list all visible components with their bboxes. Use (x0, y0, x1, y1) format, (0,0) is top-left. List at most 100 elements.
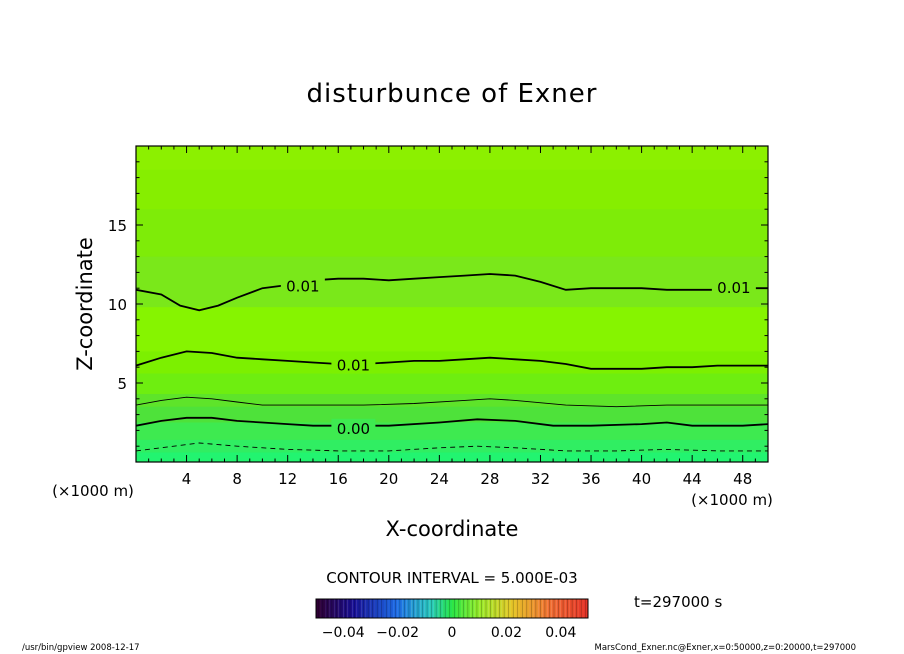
fill-band-11 (136, 452, 768, 462)
contour-line-2 (136, 396, 768, 408)
colorbar-swatch-49 (538, 599, 543, 618)
colorbar-swatch-38 (488, 599, 493, 618)
colorbar-swatch-3 (329, 599, 335, 618)
colorbar-swatch-52 (551, 599, 557, 618)
contour-label-0-0: 0.01 (286, 278, 319, 296)
y-axis-ticks: 5 10 15 (108, 161, 768, 447)
contour-label-1-0: 0.01 (337, 357, 370, 375)
colorbar-swatch-18 (397, 599, 403, 618)
contour-line-3 (136, 416, 768, 427)
colorbar-swatch-37 (483, 599, 489, 618)
colorbar-swatch-39 (492, 599, 498, 618)
colorbar-swatch-15 (384, 599, 389, 618)
colorbar-swatch-53 (556, 599, 561, 618)
x-tick-label-20: 20 (379, 470, 398, 488)
x-tick-label-8: 8 (232, 470, 242, 488)
colorbar-swatch-57 (574, 599, 579, 618)
colorbar-swatch-24 (424, 599, 430, 618)
colorbar-swatch-17 (393, 599, 398, 618)
colorbar-swatch-43 (510, 599, 516, 618)
colorbar-swatch-28 (442, 599, 448, 618)
colorbar-swatch-2 (325, 599, 330, 618)
contour-label-bg-0-1 (711, 278, 756, 297)
colorbar-swatch-46 (524, 599, 530, 618)
colorbar-swatch-23 (420, 599, 425, 618)
x-tick-label-32: 32 (531, 470, 550, 488)
x-tick-label-4: 4 (182, 470, 192, 488)
contour-lines (136, 273, 768, 452)
x-tick-label-40: 40 (632, 470, 651, 488)
contour-labels: 0.01 0.01 0.01 0.00 (280, 276, 756, 438)
x-tick-label-36: 36 (581, 470, 600, 488)
colorbar-swatch-30 (452, 599, 457, 618)
colorbar-tick-label-2: 0 (448, 625, 457, 641)
colorbar-tick-label-3: 0.02 (491, 625, 522, 641)
colorbar-swatch-5 (338, 599, 344, 618)
colorbar-swatch-4 (334, 599, 339, 618)
colorbar-swatch-29 (447, 599, 452, 618)
colorbar-swatch-47 (529, 599, 534, 618)
colorbar-ticks: −0.04 −0.02 0 0.02 0.04 (322, 625, 577, 641)
colorbar-swatch-50 (542, 599, 548, 618)
colorbar-swatch-27 (438, 599, 443, 618)
colorbar-swatch-36 (479, 599, 484, 618)
colorbar-swatch-13 (374, 599, 380, 618)
colorbar-swatch-56 (569, 599, 575, 618)
y-tick-label-15: 15 (108, 217, 127, 235)
colorbar-swatch-33 (465, 599, 471, 618)
contour-interval-text: CONTOUR INTERVAL = 5.000E-03 (326, 569, 577, 587)
colorbar-swatch-51 (547, 599, 552, 618)
footer-right: MarsCond_Exner.nc@Exner,x=0:50000,z=0:20… (594, 643, 856, 653)
x-axis-ticks: 4 8 12 16 20 24 28 32 36 40 44 48 (148, 146, 756, 488)
contour-line-4 (136, 442, 768, 452)
y-tick-label-10: 10 (108, 296, 127, 314)
footer-left: /usr/bin/gpview 2008-12-17 (22, 643, 140, 653)
colorbar-swatch-58 (578, 599, 584, 618)
y-axis-unit: (×1000 m) (52, 482, 134, 500)
x-tick-label-48: 48 (733, 470, 752, 488)
contour-label-bg-3-0 (331, 418, 376, 437)
x-tick-label-28: 28 (480, 470, 499, 488)
colorbar-swatch-20 (406, 599, 412, 618)
colorbar-swatch-8 (352, 599, 357, 618)
colorbar-frame (315, 598, 589, 619)
colorbar (316, 599, 588, 618)
colorbar-swatch-14 (379, 599, 384, 618)
colorbar-swatch-26 (433, 599, 439, 618)
colorbar-swatch-7 (347, 599, 353, 618)
colorbar-swatch-22 (415, 599, 421, 618)
contour-label-bg-1-0 (331, 355, 376, 374)
y-axis-label: Z-coordinate (73, 237, 97, 371)
contour-line-1 (136, 350, 768, 370)
colorbar-swatch-42 (506, 599, 511, 618)
time-label: t=297000 s (634, 593, 722, 611)
colorbar-swatch-16 (388, 599, 394, 618)
x-tick-label-16: 16 (329, 470, 348, 488)
colorbar-swatch-41 (501, 599, 507, 618)
colorbar-swatch-11 (365, 599, 371, 618)
colorbar-swatch-19 (402, 599, 407, 618)
colorbar-swatch-34 (470, 599, 475, 618)
colorbar-swatch-21 (411, 599, 416, 618)
x-tick-label-24: 24 (430, 470, 449, 488)
colorbar-swatch-35 (474, 599, 480, 618)
x-tick-label-44: 44 (683, 470, 702, 488)
colorbar-tick-label-0: −0.04 (322, 625, 365, 641)
contour-label-3-0: 0.00 (337, 420, 370, 438)
x-axis-label: X-coordinate (386, 517, 519, 541)
colorbar-swatch-10 (361, 599, 366, 618)
colorbar-swatch-12 (370, 599, 375, 618)
colorbar-swatch-25 (429, 599, 434, 618)
colorbar-swatch-48 (533, 599, 539, 618)
fill-bands (136, 146, 768, 462)
colorbar-swatch-0 (316, 599, 321, 618)
colorbar-swatch-32 (461, 599, 466, 618)
colorbar-swatch-31 (456, 599, 462, 618)
contour-label-0-1: 0.01 (717, 279, 750, 297)
contour-label-bg-0-0 (280, 276, 325, 295)
x-tick-label-12: 12 (278, 470, 297, 488)
colorbar-swatch-44 (515, 599, 520, 618)
colorbar-tick-label-1: −0.02 (376, 625, 419, 641)
colorbar-swatch-6 (343, 599, 348, 618)
